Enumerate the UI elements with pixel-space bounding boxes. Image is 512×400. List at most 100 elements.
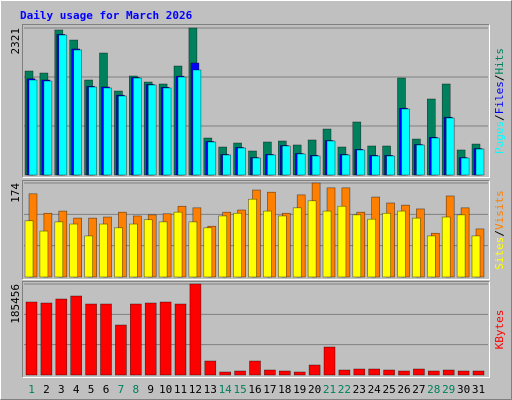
bar [412, 217, 421, 278]
bar [55, 298, 68, 376]
bar [307, 200, 317, 278]
x-tick-label: 26 [397, 383, 410, 396]
bar [296, 153, 306, 176]
bar [129, 223, 138, 278]
bar [430, 137, 440, 176]
x-tick-label: 1 [28, 383, 35, 396]
bar [234, 370, 246, 376]
y-tick-label: 174 [9, 183, 22, 203]
bar [293, 371, 306, 376]
bar [367, 218, 377, 278]
bar [144, 302, 157, 376]
bar [426, 235, 436, 278]
bar [174, 303, 187, 376]
x-tick-label: 3 [58, 383, 65, 396]
x-tick-label: 12 [189, 383, 202, 396]
bar [441, 216, 451, 278]
bar [177, 76, 187, 176]
bar [103, 87, 112, 176]
bar [337, 205, 347, 278]
y-tick-label: 185456 [9, 284, 22, 324]
bar [341, 154, 351, 176]
bar [356, 149, 366, 176]
bar [368, 368, 381, 376]
panel-border-light [22, 281, 490, 378]
bar [277, 215, 287, 278]
bar [203, 227, 213, 278]
x-tick-label: 8 [132, 383, 139, 396]
bar [352, 214, 362, 278]
bar [237, 147, 246, 176]
bar [189, 283, 202, 376]
bar [58, 34, 68, 176]
bar [24, 220, 34, 278]
bar [311, 155, 321, 176]
bar [472, 370, 485, 376]
x-tick-label: 11 [174, 383, 187, 396]
bar [133, 77, 142, 176]
bar [281, 145, 291, 176]
panel-border-dark [22, 281, 490, 378]
bar [40, 302, 53, 376]
bar [398, 370, 410, 376]
bar [338, 369, 351, 376]
bar [475, 148, 485, 176]
x-tick-label: 7 [118, 383, 125, 396]
bar [427, 370, 440, 376]
bar [130, 303, 142, 376]
legend: KBytes [493, 310, 506, 350]
bar [326, 140, 336, 176]
bar [162, 87, 172, 176]
bar [456, 214, 466, 278]
x-tick-label: 5 [88, 383, 95, 396]
bar [263, 210, 272, 278]
bar [249, 360, 261, 376]
legend: Pages/Files/Hits [493, 48, 506, 154]
bar [114, 227, 123, 278]
bar [115, 324, 127, 376]
legend-separator: / [493, 230, 506, 237]
x-tick-label: 30 [457, 383, 470, 396]
bar [323, 346, 336, 376]
bar [219, 371, 231, 376]
x-tick-label: 10 [159, 383, 172, 396]
bar [248, 198, 257, 278]
x-tick-label: 19 [293, 383, 306, 396]
bar [413, 368, 425, 376]
x-tick-label: 21 [323, 383, 336, 396]
x-tick-label: 23 [353, 383, 366, 396]
bar [457, 370, 470, 376]
bar [54, 221, 64, 278]
legend-separator: / [493, 114, 506, 121]
bar [158, 221, 168, 278]
bar [25, 301, 38, 376]
bar [308, 364, 321, 376]
bar [397, 210, 406, 278]
chart-title: Daily usage for March 2026 [20, 9, 193, 22]
x-tick-label: 15 [233, 383, 246, 396]
bar [383, 369, 395, 376]
bar [204, 360, 217, 376]
legend-entry: Visits [493, 190, 506, 230]
x-tick-label: 6 [103, 383, 110, 396]
legend-entry: KBytes [493, 310, 506, 350]
legend-entry: Sites [493, 237, 506, 270]
bar [99, 223, 108, 278]
bar [416, 144, 425, 176]
x-tick-label: 17 [263, 383, 276, 396]
bar [88, 86, 97, 176]
bar [371, 155, 381, 176]
bar [222, 154, 231, 176]
x-tick-label: 28 [427, 383, 440, 396]
bar [382, 212, 391, 278]
x-tick-label: 13 [204, 383, 217, 396]
x-tick-label: 14 [219, 383, 233, 396]
panel-border-light [22, 24, 490, 178]
x-tick-label: 25 [382, 383, 395, 396]
bar [267, 154, 276, 176]
bar [173, 211, 183, 278]
bar [233, 212, 242, 278]
x-tick-label: 9 [147, 383, 154, 396]
